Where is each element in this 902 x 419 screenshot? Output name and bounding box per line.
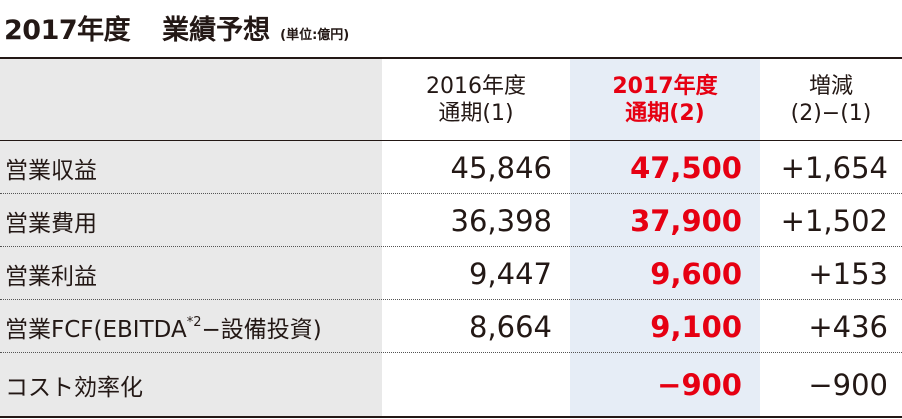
table-row-operating-income: 営業利益 9,447 9,600 +153: [0, 247, 902, 300]
table-top-rule: [0, 57, 902, 59]
table-row-operating-fcf: 営業FCF(EBITDA *2 −設備投資) 8,664 9,100 +436: [0, 300, 902, 353]
value-2017: 9,100: [570, 300, 760, 353]
row-label: 営業収益: [0, 141, 382, 194]
value-diff: +436: [808, 309, 888, 344]
unit-note: (単位:億円): [280, 28, 350, 43]
header-rule: [0, 140, 902, 141]
title-main: 業績予想: [162, 15, 271, 46]
row-label-main: 営業FCF(EBITDA: [5, 316, 187, 343]
value-2017: −900: [570, 353, 760, 416]
value-diff: +153: [808, 256, 888, 291]
row-divider: [0, 246, 902, 247]
value-diff: −900: [808, 367, 888, 402]
footnote-ref: *2: [186, 315, 202, 330]
page-title: 2017年度 業績予想 (単位:億円): [4, 8, 350, 46]
value-2016: 45,846: [450, 150, 552, 185]
row-label-tail: −設備投資): [201, 316, 322, 343]
row-label: コスト効率化: [0, 353, 382, 416]
row-label: 営業FCF(EBITDA *2 −設備投資): [0, 300, 382, 353]
header-2016-line1: 2016年度: [426, 73, 526, 99]
table-row-operating-expenses: 営業費用 36,398 37,900 +1,502: [0, 194, 902, 247]
value-2017: 47,500: [570, 141, 760, 194]
table-row-operating-revenue: 営業収益 45,846 47,500 +1,654: [0, 141, 902, 194]
value-2017: 37,900: [570, 194, 760, 247]
header-2016-line2: 通期(1): [438, 100, 514, 126]
header-diff: 増減 (2)−(1): [760, 59, 902, 140]
header-label-cell: [0, 59, 382, 140]
header-2016: 2016年度 通期(1): [382, 59, 570, 140]
title-year: 2017年度: [4, 15, 131, 46]
header-2017-line2: 通期(2): [625, 100, 705, 126]
table-header: 2016年度 通期(1) 2017年度 通期(2) 増減 (2)−(1): [0, 59, 902, 140]
value-2017: 9,600: [570, 247, 760, 300]
row-divider: [0, 299, 902, 300]
value-diff: +1,654: [780, 150, 888, 185]
row-label: 営業利益: [0, 247, 382, 300]
row-divider: [0, 193, 902, 194]
value-2016: 9,447: [468, 256, 552, 291]
row-divider: [0, 352, 902, 353]
header-2017-line1: 2017年度: [612, 73, 718, 99]
table-bottom-rule: [0, 416, 902, 418]
row-label: 営業費用: [0, 194, 382, 247]
value-2016: 8,664: [468, 309, 552, 344]
value-diff: +1,502: [780, 203, 888, 238]
header-2017: 2017年度 通期(2): [570, 59, 760, 140]
table-row-cost-efficiency: コスト効率化 −900 −900: [0, 353, 902, 416]
header-diff-line2: (2)−(1): [790, 100, 872, 126]
value-2016: 36,398: [450, 203, 552, 238]
value-2016: [382, 353, 570, 416]
header-diff-line1: 増減: [808, 73, 853, 99]
